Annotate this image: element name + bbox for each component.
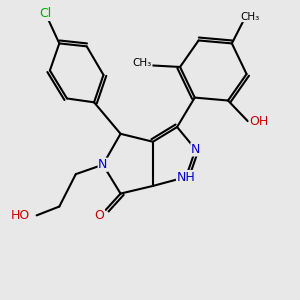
Text: N: N — [98, 158, 108, 171]
Text: OH: OH — [249, 115, 268, 128]
Text: O: O — [94, 208, 104, 222]
Text: Cl: Cl — [39, 8, 52, 20]
Text: N: N — [191, 143, 200, 156]
Text: CH₃: CH₃ — [133, 58, 152, 68]
Text: CH₃: CH₃ — [241, 12, 260, 22]
Text: NH: NH — [176, 171, 195, 184]
Text: HO: HO — [11, 209, 30, 222]
